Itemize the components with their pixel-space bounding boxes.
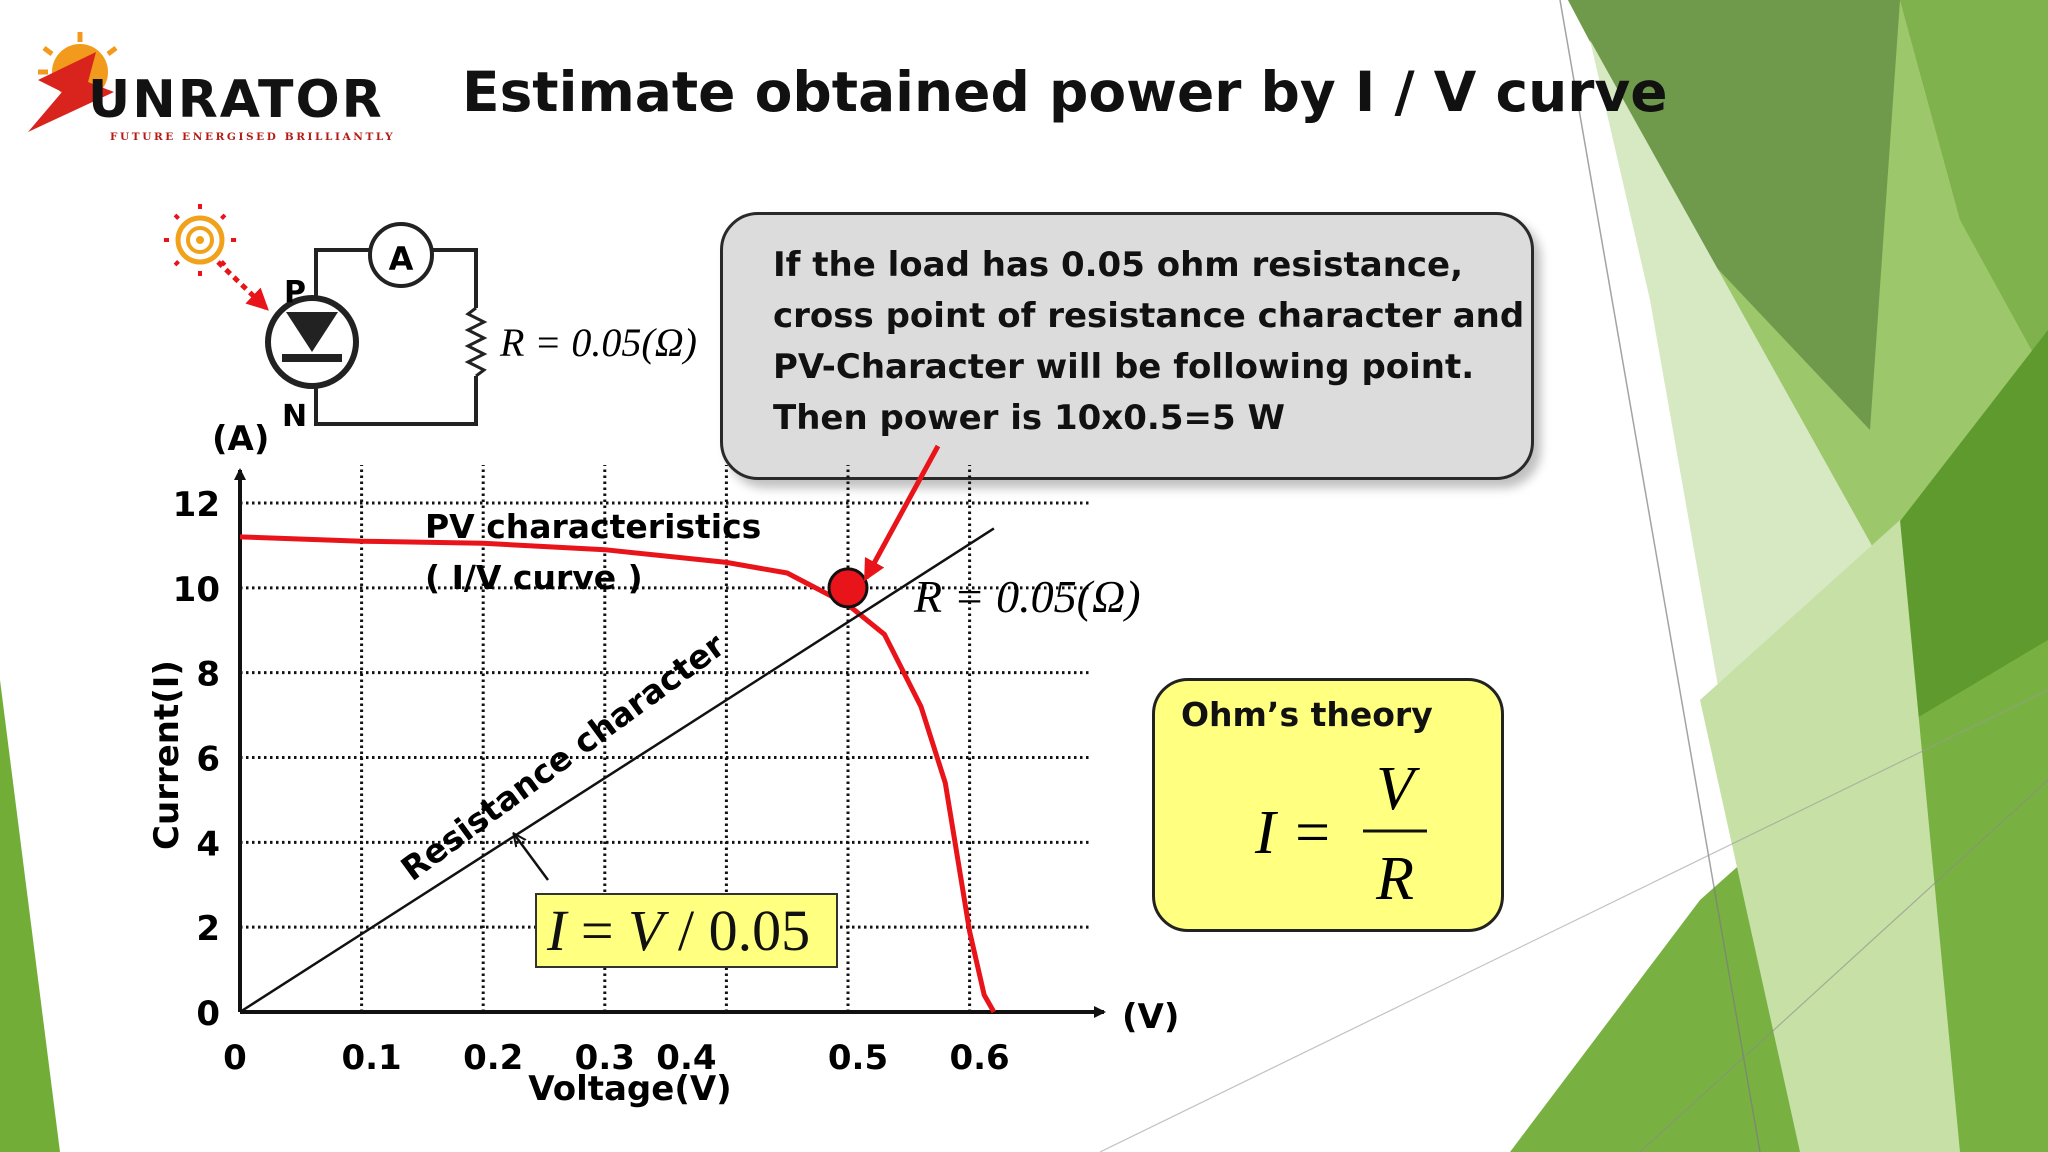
- ohm-formula: I = V R: [1254, 755, 1427, 913]
- callout-line-3: PV-Character will be following point.: [773, 347, 1475, 387]
- ohm-theory-box: Ohm’s theory I = V R: [1152, 678, 1504, 932]
- eq-lhs: I: [547, 898, 567, 963]
- logo-wordmark: UNRATOR: [88, 70, 384, 130]
- operating-point: [827, 567, 869, 609]
- r-value-label: R = 0.05(Ω): [913, 571, 1141, 622]
- chart-axes: [234, 468, 1106, 1018]
- chart-ticks: 0 0.1 0.2 0.3 0.4 0.5 0.6 0 2 4 6 8 10 12 (V) (A) Voltag…: [147, 419, 1179, 1109]
- ammeter-symbol: [368, 222, 434, 288]
- sun-icon: [164, 204, 236, 276]
- ohm-theory-title: Ohm’s theory: [1181, 695, 1433, 734]
- p-label: P: [284, 275, 306, 310]
- y-unit-label: (A): [212, 419, 269, 459]
- resistance-line: [239, 527, 995, 1014]
- callout-line-1: If the load has 0.05 ohm resistance,: [773, 245, 1464, 285]
- callout-line-2: cross point of resistance character and: [773, 296, 1525, 336]
- resistor-symbol: [464, 306, 488, 378]
- resistor-label: R = 0.05(Ω): [499, 320, 697, 365]
- chart-annotations: PV characteristics( I/V curve )Resistanc…: [394, 507, 1141, 888]
- sunrator-logo: UNRATOR FUTURE ENERGISED BRILLIANTLY: [18, 28, 428, 148]
- eq-var: V: [628, 898, 664, 963]
- y-tick-label: 0: [196, 994, 220, 1034]
- callout-line-4: Then power is 10x0.5=5 W: [773, 398, 1285, 438]
- equation-box: I = V / 0.05: [535, 893, 838, 968]
- equation-text: I = V / 0.05: [547, 895, 810, 967]
- pv-label-line2: ( I/V curve ): [425, 558, 643, 597]
- pv-label-line1: PV characteristics: [425, 507, 761, 546]
- y-tick-label: 8: [196, 655, 220, 695]
- y-tick-label: 12: [173, 485, 220, 525]
- x-tick-label: 0.1: [341, 1038, 401, 1078]
- callout-pointer: [863, 444, 941, 582]
- x-tick-label: 0.3: [575, 1038, 635, 1078]
- resistance-label-pointer: [514, 834, 550, 881]
- power-callout: If the load has 0.05 ohm resistance, cro…: [720, 212, 1534, 480]
- eq-equals: =: [566, 898, 629, 963]
- ammeter-label: A: [389, 240, 414, 278]
- slide-title: Estimate obtained power by I / V curve: [462, 60, 1668, 124]
- y-axis-title: Current(I): [147, 660, 187, 850]
- x-tick-label: 0: [223, 1038, 247, 1078]
- eq-rest: / 0.05: [663, 898, 811, 963]
- x-tick-label: 0.2: [463, 1038, 523, 1078]
- x-axis-title: Voltage(V): [528, 1069, 731, 1109]
- n-label: N: [282, 399, 307, 434]
- ohm-lhs: I =: [1254, 799, 1333, 867]
- diode-symbol: [265, 295, 359, 389]
- x-tick-label: 0.5: [828, 1038, 888, 1078]
- y-tick-label: 6: [196, 740, 220, 780]
- x-tick-label: 0.4: [656, 1038, 716, 1078]
- chart-series: [239, 527, 997, 1014]
- ohm-denominator: R: [1375, 845, 1414, 913]
- circuit-diagram: A P N R = 0.05(Ω): [164, 204, 697, 434]
- logo-tagline: FUTURE ENERGISED BRILLIANTLY: [110, 131, 396, 143]
- x-unit-label: (V): [1122, 997, 1179, 1037]
- y-tick-label: 4: [196, 824, 220, 864]
- y-tick-label: 10: [173, 570, 220, 610]
- x-tick-label: 0.6: [949, 1038, 1009, 1078]
- ohm-numerator: V: [1376, 755, 1420, 823]
- y-tick-label: 2: [196, 909, 220, 949]
